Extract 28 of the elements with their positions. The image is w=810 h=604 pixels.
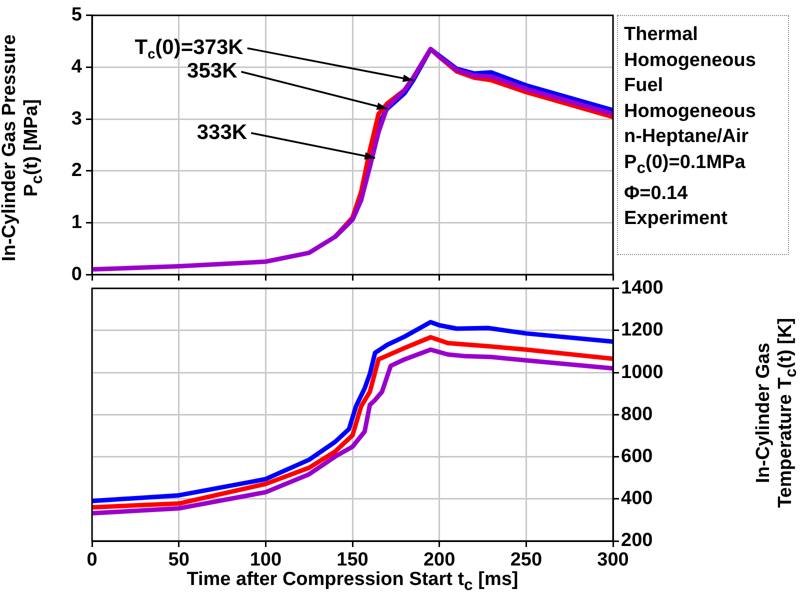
y2-tick-label: 400: [621, 488, 653, 510]
text: Thermal Homogeneous: [624, 24, 756, 70]
y2-tick-label: 1000: [621, 362, 664, 383]
y-tick-label: 0: [71, 264, 82, 285]
y-tick-label: 4: [71, 56, 82, 78]
y2-tick-label: 200: [621, 530, 653, 552]
x-tick-label: 0: [86, 550, 98, 571]
x-tick-label: 250: [510, 550, 542, 571]
x-tick-label: 300: [597, 550, 629, 571]
text: n-Heptane/Air: [624, 126, 749, 147]
y2-tick-label: 600: [621, 446, 653, 468]
text: Experiment: [624, 208, 728, 230]
y2-tick-label: 1400: [621, 278, 664, 299]
x-tick-label: 50: [168, 550, 190, 571]
y2-tick-label: 800: [621, 404, 653, 425]
x-tick-label: 100: [250, 550, 282, 571]
y-tick-label: 3: [71, 108, 82, 130]
text: Φ=0.14: [624, 182, 688, 204]
annotation: 333K: [196, 120, 248, 144]
y-tick-label: 1: [71, 212, 82, 233]
text: P$_{c}$(0)=0.1MPa: [624, 152, 746, 176]
y2-tick-label: 1200: [621, 320, 664, 341]
x-tick-label: 200: [423, 550, 456, 571]
x-axis-title: Time after Compression Start t$_{c}$ [ms]: [186, 569, 520, 596]
y-tick-label: 2: [71, 160, 82, 182]
annotation: 353K: [187, 60, 238, 83]
x-tick-label: 150: [336, 550, 368, 571]
y-tick-label: 5: [71, 4, 82, 26]
